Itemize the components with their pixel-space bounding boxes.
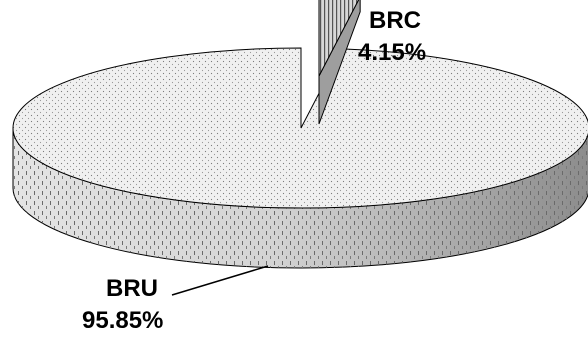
bru-leader-line xyxy=(171,265,269,296)
bru-percent: 95.85% xyxy=(82,307,163,334)
brc-label: BRC xyxy=(369,7,421,34)
brc-slice xyxy=(318,0,360,77)
bru-slice xyxy=(12,47,588,209)
bru-slice-side-texture xyxy=(13,128,588,268)
brc-percent: 4.15% xyxy=(358,39,426,66)
bru-label: BRU xyxy=(106,275,158,302)
